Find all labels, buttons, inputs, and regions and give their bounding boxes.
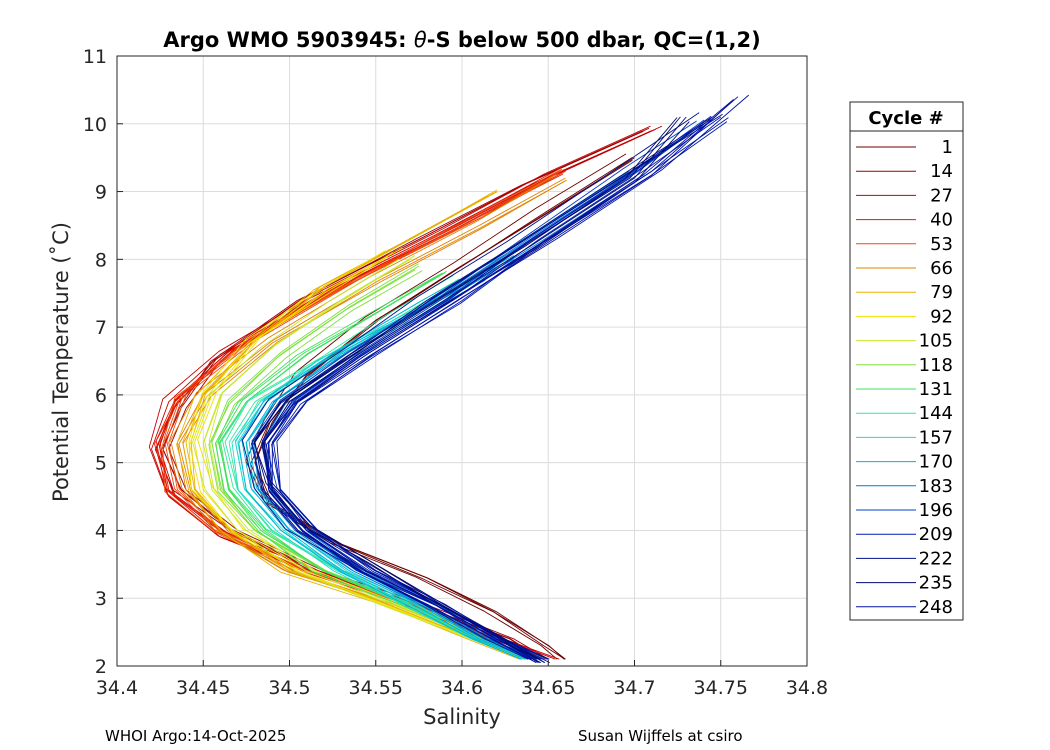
- profile-line-cycle-118: [215, 270, 540, 660]
- profile-line-cycle-1: [254, 157, 635, 660]
- legend-label: 170: [919, 452, 953, 473]
- x-axis-ticks: 34.4 34.45 34.5 34.55 34.6 34.65 34.7 34.75 34.8: [96, 660, 828, 699]
- legend-label: 118: [919, 355, 953, 376]
- y-tick-label: 2: [95, 656, 107, 678]
- legend-label: 235: [919, 573, 953, 594]
- y-tick-label: 4: [95, 520, 107, 542]
- y-tick-label: 5: [95, 453, 107, 475]
- y-axis-ticks: 2 3 4 5 6 7 8 9 10 11: [83, 46, 123, 678]
- profile-line-cycle-248: [266, 100, 733, 663]
- profile-line-cycle-92: [188, 250, 524, 660]
- y-tick-label: 11: [83, 46, 107, 68]
- x-tick-label: 34.6: [441, 677, 483, 699]
- x-tick-label: 34.55: [349, 677, 403, 699]
- legend-label: 79: [930, 282, 953, 303]
- legend-label: 53: [930, 234, 953, 255]
- profile-line-cycle-105: [204, 255, 535, 660]
- legend-label: 14: [930, 161, 953, 182]
- x-tick-label: 34.7: [613, 677, 655, 699]
- legend-label: 105: [919, 331, 953, 352]
- legend-label: 144: [919, 403, 953, 424]
- profile-line-cycle-183: [251, 170, 630, 660]
- profile-line-cycle-248: [276, 94, 749, 664]
- profile-line-cycle-92: [189, 256, 530, 660]
- legend-label: 222: [919, 548, 953, 569]
- profile-line-cycle-248: [268, 98, 734, 663]
- profile-line-cycle-248: [271, 96, 739, 663]
- chart-title: Argo WMO 5903945: θ-S below 500 dbar, QC…: [163, 28, 760, 52]
- legend-label: 27: [930, 185, 953, 206]
- profile-line-cycle-183: [261, 174, 645, 660]
- y-tick-label: 9: [95, 182, 107, 204]
- profile-line-cycle-170: [238, 260, 522, 660]
- profile-line-cycle-235: [263, 116, 687, 663]
- legend-label: 92: [930, 306, 953, 327]
- legend-box: [849, 101, 964, 621]
- footer-left: WHOI Argo:14-Oct-2025: [105, 727, 286, 745]
- profile-line-cycle-235: [261, 121, 690, 663]
- legend-label: 40: [930, 210, 953, 231]
- profile-line-cycle-157: [245, 279, 538, 660]
- x-tick-label: 34.4: [96, 677, 138, 699]
- legend-label: 66: [930, 258, 953, 279]
- profile-line-cycle-157: [234, 277, 529, 660]
- x-tick-label: 34.75: [694, 677, 748, 699]
- y-tick-label: 6: [95, 385, 107, 407]
- legend: Cycle # 1 14 27 40 53 66 79 92 105 118 131 144 157 17…: [849, 101, 964, 621]
- profile-line-cycle-118: [208, 269, 531, 660]
- x-tick-label: 34.5: [268, 677, 310, 699]
- legend-title: Cycle #: [868, 108, 943, 129]
- legend-label: 196: [919, 500, 953, 521]
- x-tick-label: 34.45: [176, 677, 230, 699]
- profile-line-cycle-79: [190, 189, 537, 660]
- legend-label: 183: [919, 476, 953, 497]
- x-tick-label: 34.8: [786, 677, 828, 699]
- y-tick-label: 10: [83, 114, 107, 136]
- y-tick-label: 3: [95, 588, 107, 610]
- profile-line-cycle-222: [241, 112, 700, 660]
- profile-line-cycle-1: [254, 157, 633, 660]
- legend-label: 131: [919, 379, 953, 400]
- profile-line-cycle-235: [253, 117, 678, 663]
- y-tick-label: 7: [95, 317, 107, 339]
- x-axis-label: Salinity: [423, 705, 501, 729]
- legend-label: 248: [919, 597, 953, 618]
- legend-label: 209: [919, 524, 953, 545]
- y-tick-label: 8: [95, 249, 107, 271]
- profile-line-cycle-105: [192, 258, 524, 660]
- y-axis-label: Potential Temperature (˚C): [49, 222, 73, 502]
- footer-right: Susan Wijffels at csiro: [578, 727, 743, 745]
- legend-label: 1: [942, 137, 953, 158]
- x-tick-label: 34.65: [521, 677, 575, 699]
- profile-lines: [148, 94, 749, 664]
- legend-label: 157: [919, 427, 953, 448]
